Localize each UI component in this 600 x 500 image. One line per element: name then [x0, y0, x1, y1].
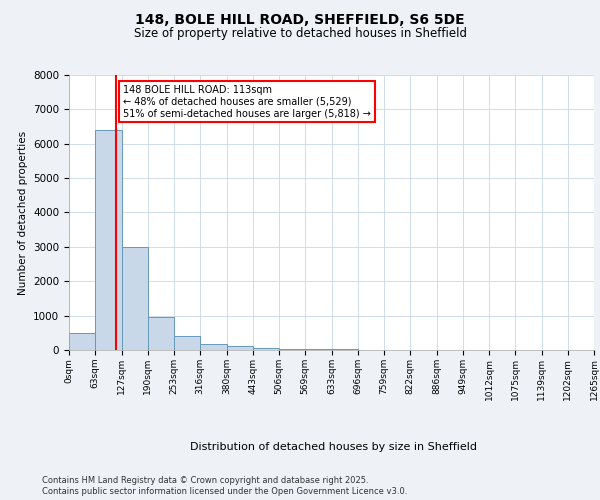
Text: Contains public sector information licensed under the Open Government Licence v3: Contains public sector information licen… — [42, 488, 407, 496]
Bar — [200, 344, 227, 350]
Bar — [174, 336, 200, 350]
Bar — [148, 318, 174, 350]
Bar — [253, 348, 279, 350]
Text: 148 BOLE HILL ROAD: 113sqm
← 48% of detached houses are smaller (5,529)
51% of s: 148 BOLE HILL ROAD: 113sqm ← 48% of deta… — [124, 86, 371, 118]
Y-axis label: Number of detached properties: Number of detached properties — [17, 130, 28, 294]
Text: 148, BOLE HILL ROAD, SHEFFIELD, S6 5DE: 148, BOLE HILL ROAD, SHEFFIELD, S6 5DE — [135, 12, 465, 26]
Bar — [227, 346, 253, 350]
Bar — [279, 349, 305, 350]
Bar — [95, 130, 122, 350]
Bar — [69, 333, 95, 350]
Bar — [122, 247, 148, 350]
Text: Contains HM Land Registry data © Crown copyright and database right 2025.: Contains HM Land Registry data © Crown c… — [42, 476, 368, 485]
Text: Size of property relative to detached houses in Sheffield: Size of property relative to detached ho… — [133, 28, 467, 40]
Text: Distribution of detached houses by size in Sheffield: Distribution of detached houses by size … — [190, 442, 476, 452]
